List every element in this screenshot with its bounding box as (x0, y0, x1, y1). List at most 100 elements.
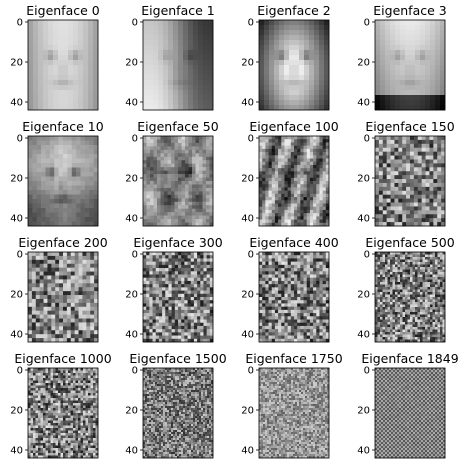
y-tick-label: 40 (125, 98, 138, 109)
eigenface-panel: Eigenface 10 20 40 (125, 3, 215, 111)
y-tick-label: 20 (357, 174, 370, 185)
y-tick-label: 20 (241, 290, 254, 301)
y-tick-label: 0 (17, 366, 23, 377)
y-tick-label: 20 (357, 290, 370, 301)
y-tick-label: 40 (241, 330, 254, 341)
eigenface-image (259, 20, 330, 111)
panel-title: Eigenface 50 (137, 119, 218, 134)
y-tick-label: 40 (241, 214, 254, 225)
panel-title: Eigenface 1 (141, 3, 214, 18)
eigenface-image (375, 136, 446, 227)
panel-title: Eigenface 100 (249, 119, 338, 134)
y-tick-label: 40 (125, 446, 138, 457)
panel-title: Eigenface 400 (249, 235, 338, 250)
y-tick-label: 40 (125, 330, 138, 341)
y-tick-label: 40 (125, 214, 138, 225)
y-tick-label: 40 (10, 98, 23, 109)
y-tick-label: 40 (10, 330, 23, 341)
eigenface-panel: Eigenface 1000 20 40 (241, 119, 339, 227)
image-frame (258, 367, 330, 459)
eigenface-panel: Eigenface 1500 20 40 (357, 119, 455, 227)
image-frame (374, 367, 446, 459)
y-tick-label: 0 (132, 18, 138, 29)
image-frame (142, 367, 214, 459)
y-tick-label: 20 (10, 58, 23, 69)
panel-title: Eigenface 10 (22, 119, 103, 134)
y-tick-label: 20 (10, 290, 23, 301)
panel-title: Eigenface 1000 (14, 351, 111, 366)
eigenface-image (259, 136, 330, 227)
y-tick-label: 20 (241, 58, 254, 69)
panel-title: Eigenface 500 (365, 235, 454, 250)
eigenface-image (28, 136, 99, 227)
y-tick-label: 20 (241, 406, 254, 417)
y-tick-label: 40 (241, 98, 254, 109)
panel-title: Eigenface 200 (18, 235, 107, 250)
y-tick-label: 40 (357, 98, 370, 109)
eigenface-image (28, 20, 99, 111)
y-tick-label: 0 (248, 18, 254, 29)
image-frame (142, 251, 214, 343)
image-frame (374, 251, 446, 343)
image-frame (374, 135, 446, 227)
panel-title: Eigenface 2 (257, 3, 330, 18)
eigenface-image (375, 368, 446, 459)
eigenface-image (143, 368, 214, 459)
image-frame (258, 19, 330, 111)
panel-title: Eigenface 150 (365, 119, 454, 134)
y-tick-label: 40 (357, 330, 370, 341)
eigenface-panel: Eigenface 30 20 40 (357, 3, 447, 111)
y-tick-label: 20 (10, 174, 23, 185)
y-tick-label: 0 (17, 250, 23, 261)
image-frame (142, 135, 214, 227)
eigenface-panel: Eigenface 20 20 40 (241, 3, 331, 111)
y-tick-label: 20 (241, 174, 254, 185)
y-tick-label: 0 (364, 366, 370, 377)
y-tick-label: 20 (125, 174, 138, 185)
image-frame (258, 135, 330, 227)
eigenface-image (259, 252, 330, 343)
eigenface-image (143, 20, 214, 111)
image-frame (27, 135, 99, 227)
y-tick-label: 0 (132, 250, 138, 261)
y-tick-label: 0 (17, 134, 23, 145)
image-frame (258, 251, 330, 343)
y-tick-label: 0 (132, 366, 138, 377)
y-tick-label: 40 (241, 446, 254, 457)
y-tick-label: 20 (10, 406, 23, 417)
y-tick-label: 20 (125, 406, 138, 417)
y-tick-label: 0 (364, 134, 370, 145)
eigenface-panel: Eigenface 100 20 40 (10, 119, 104, 227)
image-frame (27, 251, 99, 343)
eigenface-image (143, 252, 214, 343)
y-tick-label: 40 (357, 446, 370, 457)
y-tick-label: 0 (364, 18, 370, 29)
y-tick-label: 20 (357, 58, 370, 69)
eigenface-image (28, 252, 99, 343)
y-tick-label: 0 (248, 250, 254, 261)
y-tick-label: 0 (248, 366, 254, 377)
panel-title: Eigenface 3 (373, 3, 446, 18)
panel-title: Eigenface 1500 (129, 351, 226, 366)
y-tick-label: 20 (125, 290, 138, 301)
image-frame (27, 19, 99, 111)
y-tick-label: 40 (10, 446, 23, 457)
eigenface-image (375, 20, 446, 111)
eigenface-panel: Eigenface 500 20 40 (125, 119, 219, 227)
y-tick-label: 20 (125, 58, 138, 69)
image-frame (374, 19, 446, 111)
eigenface-image (259, 368, 330, 459)
image-frame (142, 19, 214, 111)
y-tick-label: 40 (10, 214, 23, 225)
eigenface-image (375, 252, 446, 343)
y-tick-label: 20 (357, 406, 370, 417)
